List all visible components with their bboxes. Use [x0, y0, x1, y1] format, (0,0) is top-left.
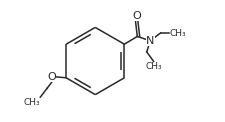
Text: O: O [47, 72, 56, 82]
Text: O: O [133, 11, 141, 21]
Text: CH₃: CH₃ [23, 98, 40, 107]
Text: N: N [146, 36, 154, 46]
Text: CH₃: CH₃ [170, 29, 187, 37]
Text: CH₃: CH₃ [145, 62, 162, 71]
